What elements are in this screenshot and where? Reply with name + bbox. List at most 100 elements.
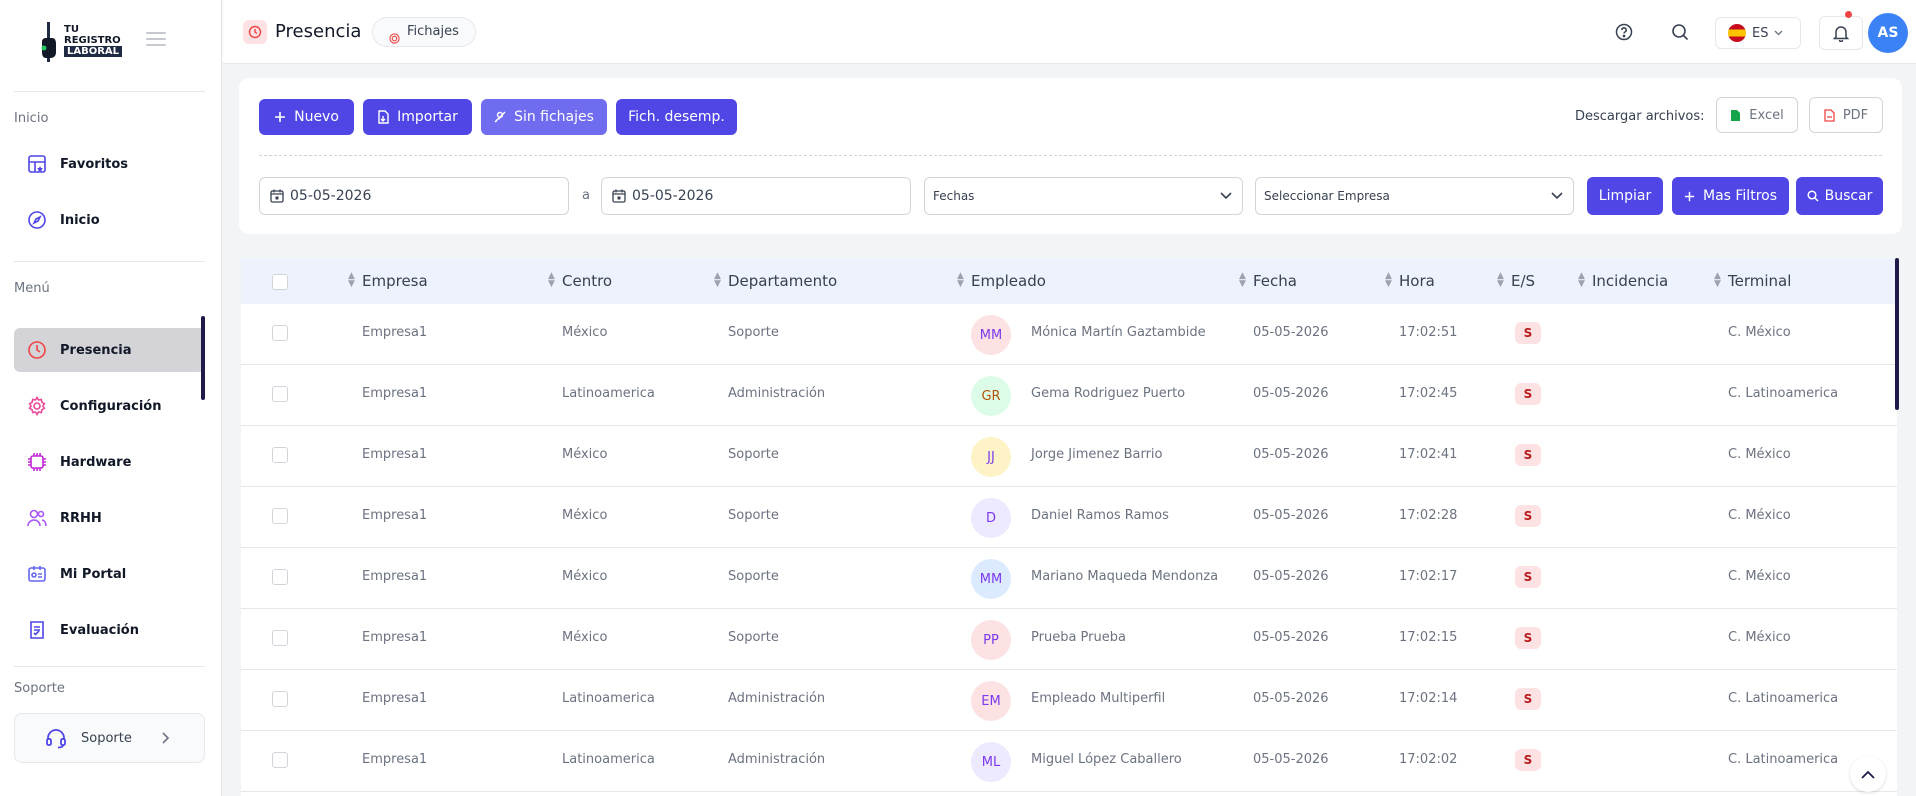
row-checkbox[interactable] (272, 630, 288, 646)
import-file-icon (377, 110, 389, 124)
table-row[interactable]: Empresa1 México Soporte MM Mónica Martín Gaz… (241, 304, 1897, 365)
employee-avatar: PP (971, 620, 1011, 660)
plus-icon (1684, 191, 1695, 202)
cell-hora: 17:02:14 (1399, 691, 1458, 706)
clock-icon (243, 20, 267, 44)
menu-toggle-icon[interactable] (146, 32, 166, 48)
table-row[interactable]: Empresa1 Latinoamerica Administración EM Emp… (241, 670, 1897, 731)
column-header-empresa[interactable]: Empresa (362, 272, 428, 290)
buscar-button[interactable]: Buscar (1796, 177, 1883, 215)
cell-terminal: C. México (1728, 569, 1791, 584)
select-all-checkbox[interactable] (272, 274, 288, 290)
sort-icon[interactable]: ▲ ▼ (1497, 271, 1504, 289)
user-avatar[interactable]: AS (1868, 13, 1908, 53)
section-label-menu: Menú (14, 281, 50, 296)
row-checkbox[interactable] (272, 752, 288, 768)
cell-empresa: Empresa1 (362, 386, 428, 401)
es-badge: S (1515, 688, 1541, 710)
sort-icon[interactable]: ▲ ▼ (548, 271, 555, 289)
tab-fichajes[interactable]: Fichajes (372, 17, 476, 47)
logo-line-2: REGISTRO (64, 35, 121, 46)
sort-icon[interactable]: ▲ ▼ (1578, 271, 1585, 289)
column-header-departamento[interactable]: Departamento (728, 272, 838, 290)
table-row[interactable]: Empresa1 México Soporte JJ Jorge Jimenez Bar… (241, 426, 1897, 487)
table-scrollbar[interactable] (1895, 258, 1899, 410)
empresa-select[interactable]: Seleccionar Empresa (1255, 177, 1574, 215)
sidebar-item-inicio[interactable]: Inicio (14, 198, 205, 242)
cell-departamento: Administración (728, 386, 826, 401)
column-header-fecha[interactable]: Fecha (1253, 272, 1297, 290)
sidebar-item-presencia[interactable]: Presencia (14, 328, 205, 372)
date-from-value: 05-05-2026 (290, 188, 372, 204)
users-icon (26, 507, 48, 529)
es-badge: S (1515, 505, 1541, 527)
cell-terminal: C. México (1728, 630, 1791, 645)
sidebar-item-mi-portal[interactable]: Mi Portal (14, 552, 205, 596)
table-row[interactable]: Empresa1 México Soporte MM Mariano Maqueda M… (241, 548, 1897, 609)
row-checkbox[interactable] (272, 508, 288, 524)
mas-filtros-button[interactable]: Mas Filtros (1672, 177, 1789, 215)
row-checkbox[interactable] (272, 691, 288, 707)
excel-label: Excel (1749, 107, 1784, 123)
tab-label: Fichajes (407, 24, 459, 39)
sort-icon[interactable]: ▲ ▼ (1385, 271, 1392, 289)
column-header-hora[interactable]: Hora (1399, 272, 1435, 290)
sort-icon[interactable]: ▲ ▼ (1239, 271, 1246, 289)
cell-terminal: C. México (1728, 325, 1791, 340)
sidebar-item-favoritos[interactable]: Favoritos (14, 142, 205, 186)
table-row[interactable]: Empresa1 Latinoamerica Administración GR Gem… (241, 365, 1897, 426)
sidebar-item-label: Configuración (60, 398, 162, 414)
scroll-to-top-button[interactable] (1850, 756, 1886, 792)
nuevo-button[interactable]: Nuevo (259, 99, 354, 135)
headset-icon (45, 727, 67, 749)
employee-avatar: JJ (971, 437, 1011, 477)
column-header-incidencia[interactable]: Incidencia (1592, 272, 1669, 290)
cell-terminal: C. Latinoamerica (1728, 691, 1839, 706)
fechas-select[interactable]: Fechas (924, 177, 1243, 215)
column-header-empleado[interactable]: Empleado (971, 272, 1046, 290)
date-to-input[interactable]: 05-05-2026 (601, 177, 911, 215)
fich-desemp-button[interactable]: Fich. desemp. (616, 99, 737, 135)
column-header-centro[interactable]: Centro (562, 272, 613, 290)
sort-icon[interactable]: ▲ ▼ (714, 271, 721, 289)
row-checkbox[interactable] (272, 386, 288, 402)
cell-departamento: Soporte (728, 447, 779, 462)
sin-fichajes-button[interactable]: Sin fichajes (481, 99, 607, 135)
language-select[interactable]: ES (1715, 17, 1801, 49)
notifications-button[interactable] (1819, 11, 1863, 50)
table-row[interactable]: Empresa1 México Soporte PP Prueba Prueba 05-0… (241, 609, 1897, 670)
support-button[interactable]: Soporte (14, 713, 205, 763)
logo[interactable]: TU REGISTRO LABORAL (38, 20, 130, 66)
limpiar-button[interactable]: Limpiar (1587, 177, 1663, 215)
row-checkbox[interactable] (272, 325, 288, 341)
sidebar-item-evaluacion[interactable]: Evaluación (14, 608, 205, 652)
pdf-button[interactable]: PDF (1809, 97, 1883, 133)
date-from-input[interactable]: 05-05-2026 (259, 177, 569, 215)
row-checkbox[interactable] (272, 447, 288, 463)
table-row[interactable]: Empresa1 México Soporte D Daniel Ramos Ramos… (241, 487, 1897, 548)
search-icon[interactable] (1668, 20, 1692, 44)
column-header-terminal[interactable]: Terminal (1728, 272, 1792, 290)
row-checkbox[interactable] (272, 569, 288, 585)
employee-avatar: MM (971, 315, 1011, 355)
sidebar-item-rrhh[interactable]: RRHH (14, 496, 205, 540)
es-badge: S (1515, 322, 1541, 344)
cell-hora: 17:02:15 (1399, 630, 1458, 645)
sort-icon[interactable]: ▲ ▼ (957, 271, 964, 289)
cell-fecha: 05-05-2026 (1253, 508, 1329, 523)
support-button-label: Soporte (81, 730, 132, 746)
chevron-right-icon (160, 729, 170, 748)
sidebar-item-hardware[interactable]: Hardware (14, 440, 205, 484)
sort-icon[interactable]: ▲ ▼ (348, 271, 355, 289)
cell-centro: Latinoamerica (562, 691, 655, 706)
excel-button[interactable]: Excel (1716, 97, 1798, 133)
excel-file-icon (1730, 109, 1741, 122)
sidebar-item-configuracion[interactable]: Configuración (14, 384, 205, 428)
sort-icon[interactable]: ▲ ▼ (1714, 271, 1721, 289)
table-row[interactable]: Empresa1 Latinoamerica Administración ML Mig… (241, 731, 1897, 792)
employee-avatar: GR (971, 376, 1011, 416)
help-icon[interactable] (1612, 20, 1636, 44)
importar-button[interactable]: Importar (363, 99, 472, 135)
column-header-es[interactable]: E/S (1511, 272, 1536, 290)
cell-empleado: Mariano Maqueda Mendonza (1031, 569, 1219, 584)
